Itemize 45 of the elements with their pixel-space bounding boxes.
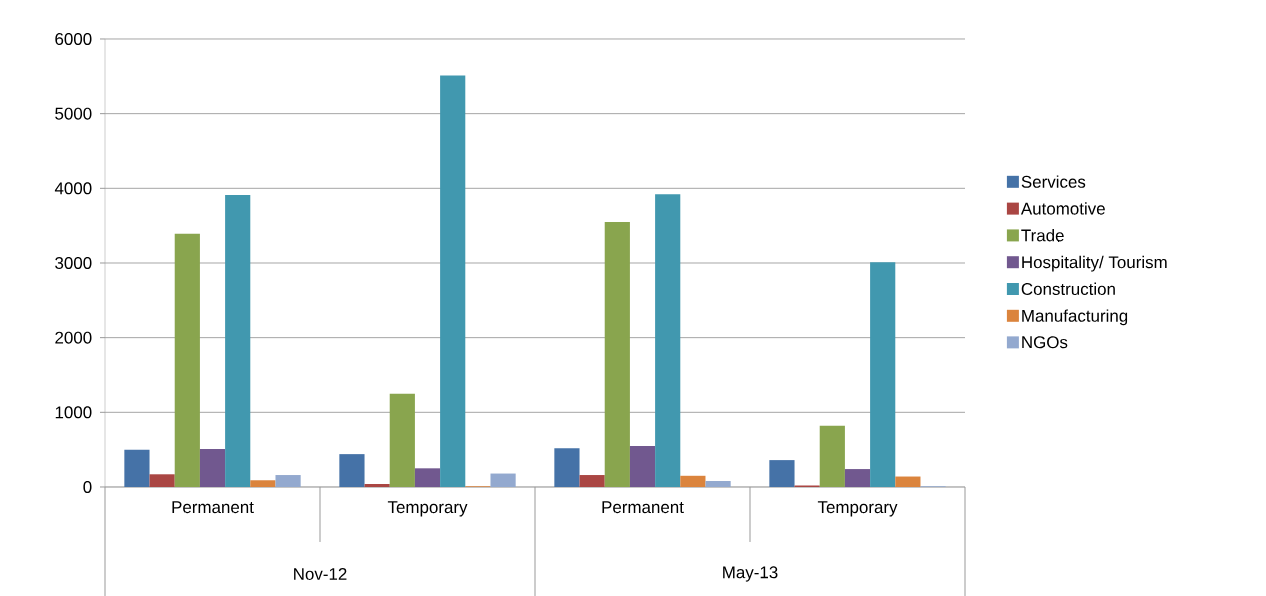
y-tick-label: 6000: [55, 32, 92, 45]
legend-label: Automotive: [1020, 202, 1105, 215]
bar: [199, 448, 226, 487]
bar: [844, 469, 871, 487]
text: Nov-12: [294, 567, 347, 580]
y-tick-label: 3000: [55, 256, 92, 269]
legend-label: Construction: [1021, 282, 1115, 296]
text: May-13: [723, 566, 778, 582]
bar: [819, 425, 845, 487]
bar: [414, 468, 441, 487]
bar: [440, 75, 466, 487]
bar: [389, 393, 415, 487]
legend-label: Hospitality/ Tourism: [1022, 255, 1167, 272]
bar: [554, 448, 580, 487]
bar: [680, 475, 706, 487]
bar: [225, 195, 251, 487]
x-tick-label: Temporary: [817, 501, 898, 517]
legend-label: NGOs: [1022, 336, 1068, 349]
x-tick-label: Temporary: [387, 501, 468, 517]
bar: [149, 474, 175, 487]
bar: [629, 445, 656, 487]
bar: [250, 480, 276, 487]
bar: [490, 473, 516, 487]
bar: [579, 475, 605, 487]
y-tick-label: 5000: [55, 107, 92, 120]
bar: [769, 460, 795, 487]
y-tick-label: 1000: [55, 406, 92, 419]
bar: [604, 221, 630, 487]
x-tick-label: Permanent: [172, 501, 254, 514]
bar: [174, 233, 200, 487]
y-tick-label: 0: [83, 480, 92, 493]
legend-label: Services: [1021, 175, 1086, 188]
bar: [870, 262, 896, 487]
bar: [339, 454, 365, 487]
bar: [655, 194, 681, 487]
bar: [364, 484, 390, 487]
bar: [895, 476, 921, 487]
y-tick-label: 4000: [54, 182, 92, 195]
bar: [124, 449, 150, 487]
legend-label: Manufacturing: [1022, 309, 1128, 326]
y-tick-label: 2000: [55, 331, 92, 344]
bar: [275, 475, 301, 487]
x-tick-label: Permanent: [602, 501, 684, 514]
legend-label: Trade: [1021, 229, 1064, 242]
bar: [705, 481, 731, 487]
